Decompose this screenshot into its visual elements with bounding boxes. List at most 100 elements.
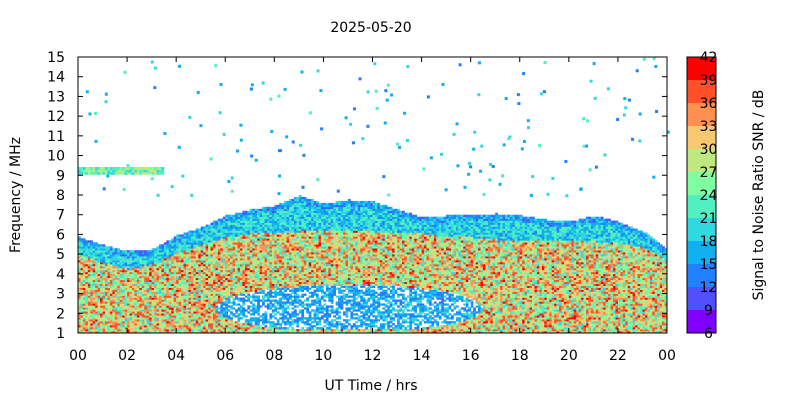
heatmap-cell (90, 289, 94, 292)
heatmap-cell (259, 208, 263, 212)
heatmap-cell (249, 224, 253, 227)
heatmap-cell (279, 206, 282, 210)
heatmap-cell (303, 329, 307, 332)
heatmap-cell (271, 258, 275, 261)
heatmap-cell (303, 277, 307, 281)
heatmap-cell (82, 279, 86, 283)
heatmap-cell (284, 303, 287, 306)
heatmap-cell (227, 265, 231, 269)
heatmap-cell (205, 315, 209, 318)
heatmap-cell (95, 250, 98, 253)
heatmap-cell (208, 325, 211, 328)
heatmap-cell (215, 329, 219, 332)
heatmap-cell (262, 220, 265, 223)
heatmap-cell (185, 275, 189, 279)
heatmap-cell (136, 295, 140, 298)
heatmap-cell (163, 307, 167, 310)
heatmap-cell (190, 242, 194, 245)
heatmap-cell (212, 242, 216, 245)
heatmap-cell (235, 236, 238, 239)
heatmap-cell (286, 218, 290, 221)
heatmap-cell (183, 240, 187, 243)
heatmap-cell (85, 307, 89, 310)
heatmap-cell (114, 269, 118, 273)
heatmap-cell (222, 329, 226, 332)
heatmap-cell (80, 281, 84, 285)
heatmap-cell (220, 289, 224, 292)
heatmap-cell (163, 250, 167, 253)
heatmap-cell (205, 240, 209, 243)
heatmap-cell (269, 275, 273, 279)
heatmap-cell (188, 277, 192, 281)
heatmap-cell (298, 216, 302, 219)
heatmap-cell (274, 234, 278, 237)
heatmap-cell (122, 285, 125, 288)
heatmap-cell (210, 232, 214, 235)
heatmap-cell (296, 224, 300, 227)
heatmap-cell (134, 273, 138, 277)
heatmap-cell (222, 313, 226, 316)
heatmap-cell (279, 281, 282, 285)
heatmap-cell (205, 281, 209, 285)
heatmap-cell (95, 254, 98, 257)
heatmap-cell (78, 285, 81, 288)
heatmap-cell (284, 321, 287, 324)
heatmap-cell (264, 325, 268, 328)
heatmap-cell (190, 254, 194, 257)
heatmap-cell (107, 250, 111, 253)
heatmap-cell (90, 248, 94, 251)
heatmap-cell (109, 262, 113, 265)
heatmap-cell (271, 240, 275, 243)
heatmap-cell (259, 315, 263, 318)
heatmap-cell (289, 238, 292, 241)
heatmap-cell (308, 222, 312, 225)
heatmap-cell (203, 230, 206, 233)
heatmap-cell (303, 244, 307, 247)
heatmap-cell (296, 279, 300, 283)
heatmap-cell (306, 267, 309, 271)
heatmap-cell (129, 321, 133, 324)
heatmap-cell (134, 319, 138, 322)
heatmap-cell (212, 273, 216, 277)
heatmap-cell (87, 315, 91, 318)
heatmap-cell (82, 327, 86, 330)
heatmap-cell (190, 232, 194, 235)
heatmap-cell (188, 317, 192, 320)
heatmap-cell (247, 254, 251, 257)
heatmap-cell (276, 222, 280, 225)
heatmap-cell (306, 216, 309, 219)
heatmap-cell (284, 214, 287, 217)
heatmap-cell (156, 246, 160, 249)
heatmap-cell (237, 234, 241, 237)
heatmap-cell (217, 319, 221, 322)
heatmap-cell (301, 210, 305, 214)
heatmap-cell (239, 283, 243, 286)
heatmap-cell (144, 301, 148, 304)
heatmap-cell (144, 291, 148, 294)
heatmap-cell (296, 240, 300, 243)
heatmap-cell (262, 323, 265, 326)
heatmap-cell (112, 285, 116, 288)
heatmap-cell (257, 246, 260, 249)
heatmap-cell (151, 273, 155, 277)
heatmap-cell (225, 271, 228, 275)
heatmap-cell (163, 313, 167, 316)
heatmap-cell (274, 258, 278, 261)
heatmap-cell (195, 297, 199, 300)
heatmap-cell (181, 285, 184, 288)
heatmap-cell (242, 309, 246, 312)
heatmap-cell (193, 291, 197, 294)
heatmap-cell (293, 297, 297, 300)
heatmap-cell (284, 307, 287, 310)
heatmap-cell (313, 228, 317, 231)
heatmap-cell (293, 267, 297, 271)
heatmap-cell (313, 214, 317, 217)
heatmap-cell (298, 267, 302, 271)
heatmap-cell (293, 321, 297, 324)
heatmap-cell (289, 224, 292, 227)
heatmap-cell (269, 226, 273, 229)
heatmap-cell (141, 265, 145, 269)
heatmap-cell (127, 279, 130, 283)
heatmap-cell (176, 267, 179, 271)
heatmap-cell (114, 258, 118, 261)
